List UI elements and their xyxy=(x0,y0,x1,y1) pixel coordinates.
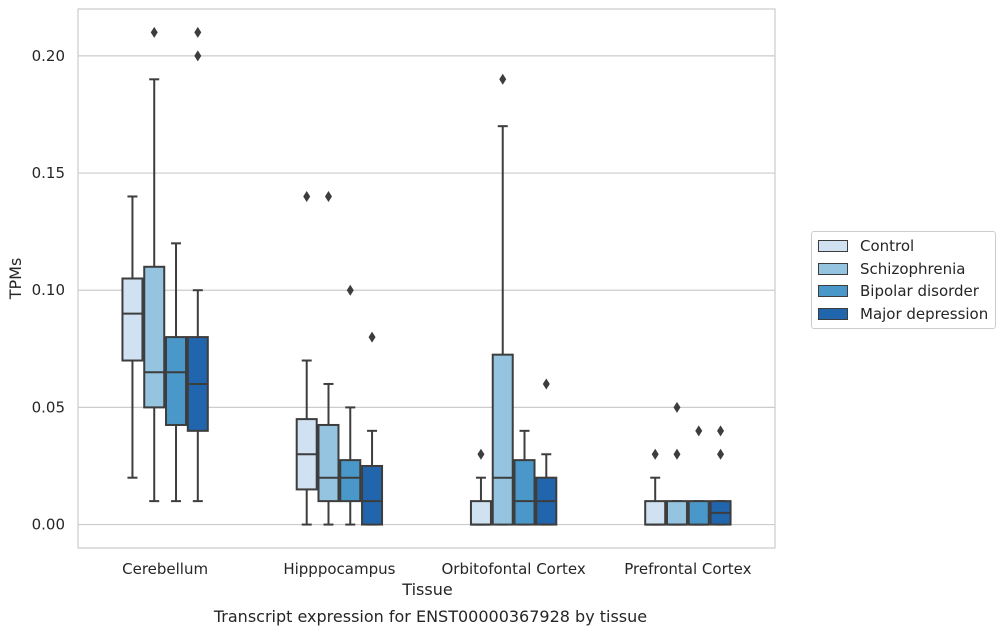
legend-swatch xyxy=(818,240,848,253)
box-iqr xyxy=(143,265,166,409)
outlier-point xyxy=(673,401,681,413)
box-control xyxy=(644,448,667,526)
legend-swatch xyxy=(818,262,848,275)
y-tick-label: 0.15 xyxy=(32,164,65,182)
legend-item: Bipolar disorder xyxy=(812,280,995,303)
legend-swatch xyxy=(818,307,848,320)
outlier-point xyxy=(368,331,376,343)
outlier-point xyxy=(695,425,703,437)
box-iqr xyxy=(644,500,667,526)
box-schizophrenia xyxy=(491,73,514,526)
outlier-point xyxy=(303,190,311,202)
legend-label: Major depression xyxy=(860,304,989,323)
box-iqr xyxy=(361,464,384,526)
y-tick-labels: 0.00 0.05 0.10 0.15 0.20 xyxy=(32,47,65,534)
outlier-point xyxy=(324,190,332,202)
gridlines xyxy=(78,55,775,526)
box-iqr xyxy=(317,423,340,503)
outlier-point xyxy=(194,26,202,38)
box-bipolar-disorder xyxy=(513,429,536,526)
outlier-point xyxy=(717,425,725,437)
outlier-point xyxy=(542,378,550,390)
box-bipolar-disorder xyxy=(165,242,188,503)
x-tick-label: Prefrontal Cortex xyxy=(624,560,751,578)
box-iqr xyxy=(665,500,688,526)
y-tick-label: 0.20 xyxy=(32,47,65,65)
box-major-depression xyxy=(709,425,732,526)
box-control xyxy=(295,190,318,526)
legend-item: Control xyxy=(812,235,995,258)
box-iqr xyxy=(165,336,188,426)
y-tick-label: 0.10 xyxy=(32,281,65,299)
y-tick-label: 0.00 xyxy=(32,516,65,534)
x-tick-label: Cerebellum xyxy=(122,560,208,578)
outlier-point xyxy=(717,448,725,460)
box-iqr xyxy=(513,459,536,526)
box-major-depression xyxy=(535,378,558,526)
box-bipolar-disorder xyxy=(687,425,710,526)
box-control xyxy=(121,195,144,479)
boxes xyxy=(121,26,732,526)
outlier-point xyxy=(499,73,507,85)
box-schizophrenia xyxy=(317,190,340,526)
x-tick-label: Orbitofontal Cortex xyxy=(442,560,586,578)
box-iqr xyxy=(491,353,514,526)
box-iqr xyxy=(687,500,710,526)
chart-caption: Transcript expression for ENST0000036792… xyxy=(213,607,647,626)
box-major-depression xyxy=(186,26,209,503)
x-tick-label: Hipppocampus xyxy=(283,560,395,578)
box-bipolar-disorder xyxy=(339,284,362,526)
y-axis-label: TPMs xyxy=(6,258,25,301)
outlier-point xyxy=(477,448,485,460)
outlier-point xyxy=(651,448,659,460)
legend-label: Control xyxy=(860,237,915,256)
box-schizophrenia xyxy=(143,26,166,503)
x-tick-labels: Cerebellum Hipppocampus Orbitofontal Corte… xyxy=(122,560,751,578)
outlier-point xyxy=(150,26,158,38)
outlier-point xyxy=(346,284,354,296)
legend-item: Major depression xyxy=(812,303,995,326)
outlier-point xyxy=(673,448,681,460)
box-iqr xyxy=(469,500,492,526)
legend-label: Bipolar disorder xyxy=(860,282,979,301)
box-schizophrenia xyxy=(665,401,688,526)
legend-swatch xyxy=(818,285,848,298)
x-axis-label: Tissue xyxy=(401,580,452,599)
y-tick-label: 0.05 xyxy=(32,398,65,416)
legend-label: Schizophrenia xyxy=(860,259,966,278)
box-iqr xyxy=(339,459,362,503)
box-major-depression xyxy=(361,331,384,526)
legend: Control Schizophrenia Bipolar disorder Majo… xyxy=(811,231,996,329)
box-control xyxy=(469,448,492,526)
box-iqr xyxy=(121,277,144,362)
outlier-point xyxy=(194,50,202,62)
legend-item: Schizophrenia xyxy=(812,258,995,281)
plot-frame xyxy=(77,8,776,549)
